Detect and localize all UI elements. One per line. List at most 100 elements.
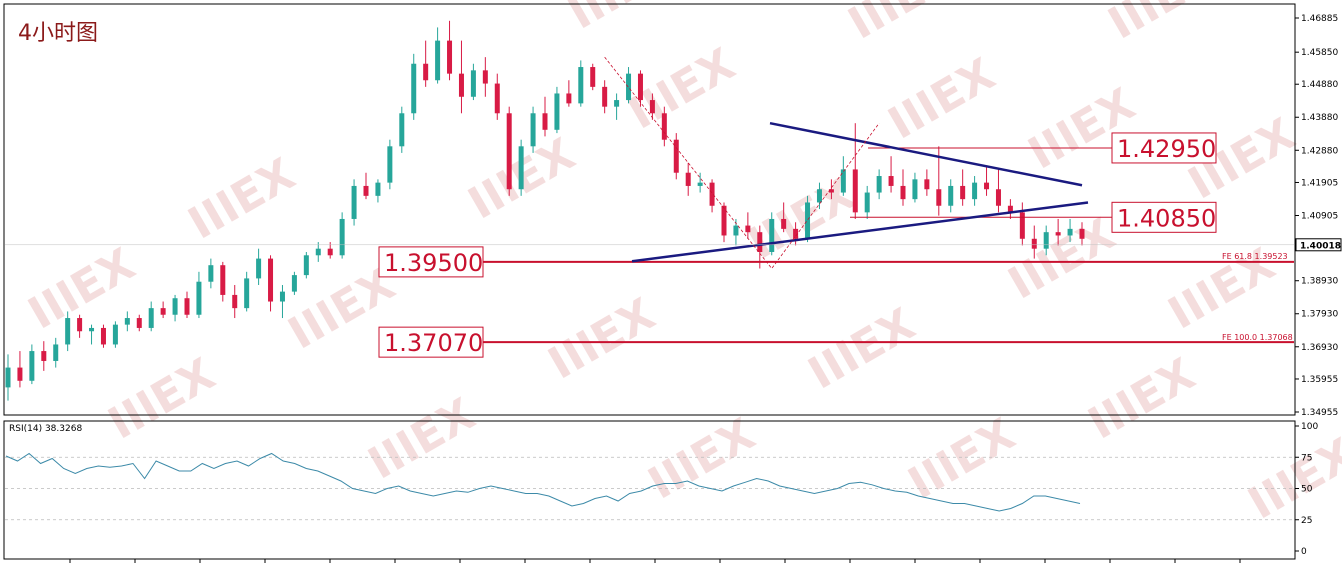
- candle-body: [53, 344, 59, 361]
- candle-body: [279, 291, 285, 302]
- fib-label: FE 100.0 1.37068: [1222, 333, 1293, 342]
- lower-trendline: [631, 201, 1089, 263]
- candle-body: [1079, 228, 1085, 239]
- candles-layer: [5, 20, 1085, 401]
- price-axis: 1.46885 1.45850 1.44880 1.43880 1.42880 1.419…: [5, 14, 1342, 418]
- candle-body: [554, 93, 560, 130]
- candle-body: [399, 113, 405, 147]
- candle-body: [435, 40, 441, 81]
- candle-body: [268, 258, 274, 302]
- candle-body: [244, 278, 250, 309]
- candle-body: [518, 146, 524, 190]
- level-label: 1.40850: [1117, 204, 1216, 232]
- candle-body: [160, 308, 166, 315]
- level-box: [1111, 201, 1217, 233]
- candle-body: [494, 83, 500, 114]
- candle-body: [614, 100, 620, 107]
- candle-body: [447, 40, 453, 74]
- candle-body: [41, 351, 47, 361]
- candle-body: [470, 70, 476, 97]
- candle-body: [1055, 232, 1061, 236]
- candle-body: [423, 63, 429, 81]
- candle-body: [1007, 205, 1013, 213]
- candle-body: [900, 185, 906, 200]
- drawings-layer: 1.42950 1.40850 1.39500 1.37070 FE 61.8 1.39…: [378, 56, 1294, 358]
- level-label: 1.39500: [384, 249, 483, 277]
- candle-body: [387, 146, 393, 183]
- candle-body: [1067, 228, 1073, 236]
- candle-body: [530, 113, 536, 147]
- candle-body: [685, 172, 691, 186]
- candle-body: [411, 63, 417, 114]
- candle-body: [673, 139, 679, 173]
- candle-body: [769, 218, 775, 252]
- candle-body: [912, 179, 918, 200]
- candle-body: [936, 189, 942, 206]
- watermark-logo: IIIEX: [560, 0, 684, 40]
- candle-body: [626, 73, 632, 101]
- candle-body: [984, 182, 990, 190]
- candle-body: [852, 169, 858, 213]
- candle-body: [721, 205, 727, 236]
- watermark-logo: IIIEX: [880, 49, 1004, 150]
- candle-body: [805, 202, 811, 239]
- candle-body: [590, 67, 596, 87]
- candle-body: [506, 113, 512, 190]
- price-tick-label: 1.35955: [1301, 375, 1338, 385]
- candle-body: [542, 113, 548, 130]
- candle-body: [578, 67, 584, 104]
- candle-body: [315, 248, 321, 256]
- candle-body: [960, 185, 966, 200]
- candle-body: [888, 176, 894, 186]
- current-price-box: [1295, 238, 1342, 252]
- candle-body: [220, 265, 226, 295]
- level-box: [1111, 132, 1217, 164]
- candle-body: [864, 192, 870, 213]
- candle-body: [1043, 232, 1049, 249]
- candle-body: [351, 185, 357, 219]
- price-tick-label: 1.40905: [1301, 211, 1338, 221]
- candle-body: [733, 225, 739, 236]
- candle-body: [1031, 238, 1037, 249]
- price-tick-label: 1.45850: [1301, 48, 1338, 58]
- candle-body: [602, 86, 608, 107]
- rsi-tick-label: 0: [1301, 547, 1307, 557]
- price-tick-label: 1.38930: [1301, 277, 1338, 287]
- price-tick-label: 1.41905: [1301, 178, 1338, 188]
- level-label: 1.37070: [384, 329, 483, 357]
- price-tick-label: 1.34955: [1301, 408, 1338, 418]
- watermark-logo: IIIEX: [180, 149, 304, 250]
- candle-body: [757, 232, 763, 252]
- watermark-logo: IIIEX: [640, 409, 764, 510]
- candle-body: [566, 93, 572, 104]
- candle-body: [77, 318, 83, 332]
- candle-body: [781, 218, 787, 229]
- price-tick-label: 1.46885: [1301, 14, 1338, 24]
- candle-body: [995, 189, 1001, 206]
- watermark-logo: IIIEX: [1100, 0, 1224, 50]
- watermark-layer: IIIEXIIIEXIIIEXIIIEXIIIEXIIIEXIIIEXIIIEX…: [20, 0, 1342, 530]
- candle-body: [65, 318, 71, 345]
- candle-body: [124, 318, 130, 325]
- candle-body: [482, 70, 488, 84]
- candle-body: [89, 327, 95, 332]
- candle-body: [256, 258, 262, 279]
- watermark-logo: IIIEX: [900, 409, 1024, 510]
- candle-body: [327, 248, 333, 256]
- chart-title: 4小时图: [18, 21, 98, 46]
- candle-body: [291, 275, 297, 292]
- watermark-logo: IIIEX: [1240, 429, 1342, 530]
- rsi-tick-label: 50: [1301, 485, 1313, 495]
- candle-body: [972, 182, 978, 200]
- candle-body: [637, 73, 643, 101]
- price-tick-label: 1.37930: [1301, 310, 1338, 320]
- level-box: [378, 326, 484, 358]
- watermark-logo: IIIEX: [1020, 79, 1144, 180]
- watermark-logo: IIIEX: [800, 299, 924, 400]
- candle-body: [136, 318, 142, 328]
- candle-body: [208, 265, 214, 282]
- candle-body: [924, 179, 930, 190]
- watermark-logo: IIIEX: [540, 289, 664, 390]
- candle-body: [303, 255, 309, 276]
